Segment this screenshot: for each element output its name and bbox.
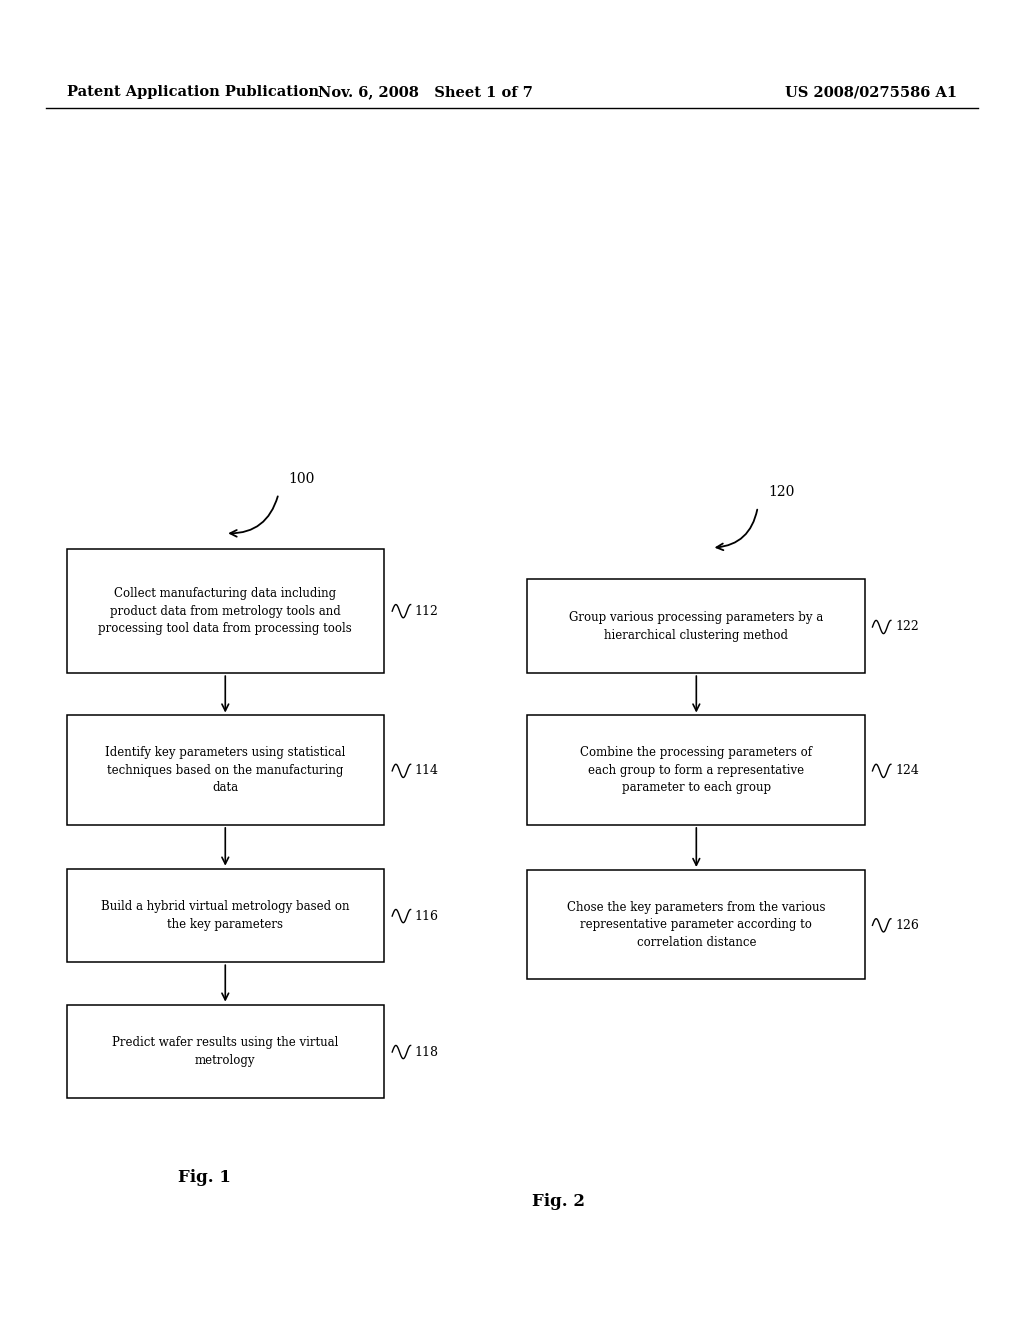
Text: 126: 126: [895, 919, 919, 932]
Text: Nov. 6, 2008   Sheet 1 of 7: Nov. 6, 2008 Sheet 1 of 7: [317, 86, 532, 99]
Text: 122: 122: [895, 620, 919, 634]
Text: Predict wafer results using the virtual
metrology: Predict wafer results using the virtual …: [112, 1036, 339, 1067]
Bar: [67, 869, 384, 962]
Text: Fig. 1: Fig. 1: [178, 1170, 231, 1185]
Text: Combine the processing parameters of
each group to form a representative
paramet: Combine the processing parameters of eac…: [581, 746, 812, 795]
Text: Group various processing parameters by a
hierarchical clustering method: Group various processing parameters by a…: [569, 611, 823, 642]
Text: Build a hybrid virtual metrology based on
the key parameters: Build a hybrid virtual metrology based o…: [101, 900, 349, 931]
Text: Collect manufacturing data including
product data from metrology tools and
proce: Collect manufacturing data including pro…: [98, 587, 352, 635]
Text: Chose the key parameters from the various
representative parameter according to
: Chose the key parameters from the variou…: [567, 900, 825, 949]
Text: Identify key parameters using statistical
techniques based on the manufacturing
: Identify key parameters using statistica…: [105, 746, 345, 795]
Bar: [527, 579, 865, 673]
Text: Fig. 2: Fig. 2: [531, 1193, 585, 1209]
Bar: [67, 715, 384, 825]
Bar: [67, 1005, 384, 1098]
Text: 118: 118: [415, 1045, 438, 1059]
Text: 100: 100: [289, 471, 315, 486]
Bar: [527, 715, 865, 825]
Text: 116: 116: [415, 909, 438, 923]
Text: 120: 120: [768, 484, 795, 499]
Bar: [67, 549, 384, 673]
Text: 112: 112: [415, 605, 438, 618]
Text: Patent Application Publication: Patent Application Publication: [67, 86, 318, 99]
Bar: [527, 870, 865, 979]
Text: 124: 124: [895, 764, 919, 777]
Text: US 2008/0275586 A1: US 2008/0275586 A1: [785, 86, 957, 99]
Text: 114: 114: [415, 764, 438, 777]
